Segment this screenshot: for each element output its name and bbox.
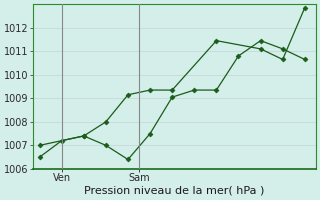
X-axis label: Pression niveau de la mer( hPa ): Pression niveau de la mer( hPa ) — [84, 186, 265, 196]
